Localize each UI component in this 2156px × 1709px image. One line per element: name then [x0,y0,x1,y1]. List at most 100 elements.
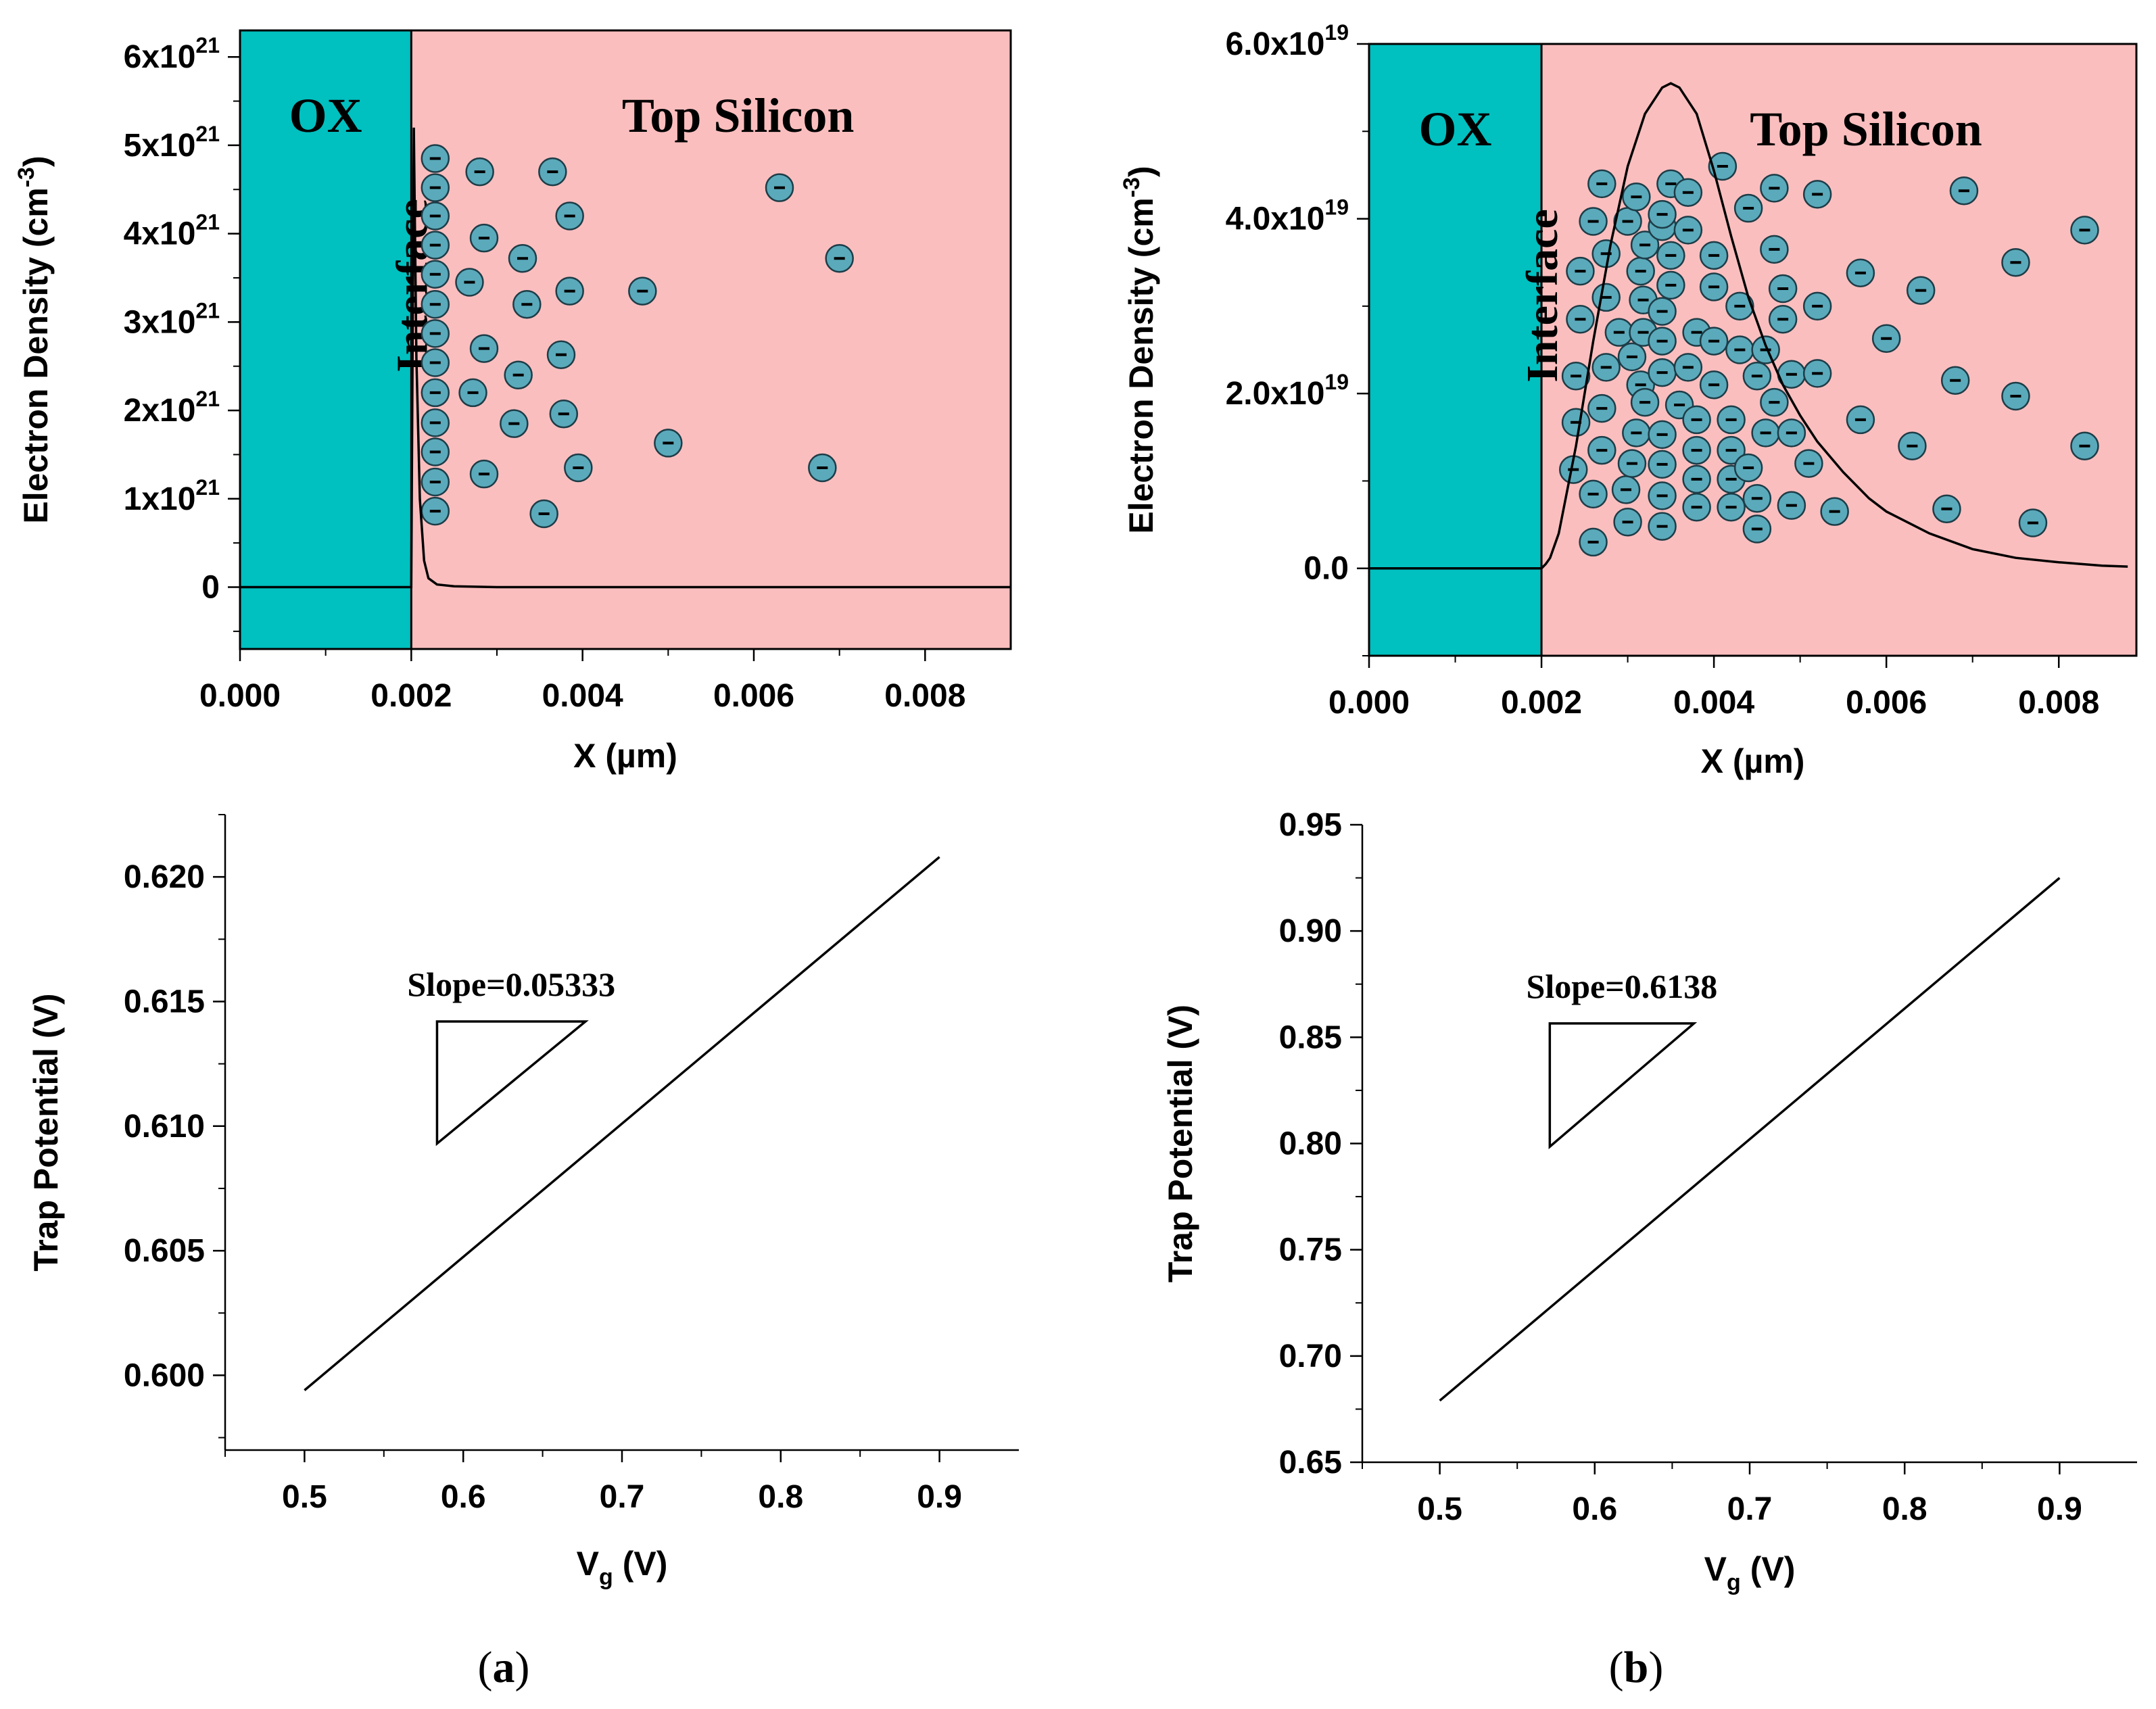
panel-label-a: (a) [478,1643,530,1692]
x-tick-label: 0.000 [199,678,281,714]
y-axis-label: Electron Density (cm-3) [1119,166,1160,533]
y-tick-label: 4x1021 [124,210,220,252]
electron-7 [1579,207,1608,236]
y-tick-label: 0.90 [1279,913,1342,949]
x-tick-label: 0.002 [370,678,452,714]
electron-14 [1604,318,1634,347]
electron-87 [1949,176,1979,206]
electron-53 [1708,151,1738,181]
electron-18 [1617,449,1647,478]
y-tick-label: 0.70 [1279,1339,1342,1374]
series-line-0 [304,856,940,1391]
y-tick-label: 0.65 [1279,1445,1342,1481]
y-tick-label: 0.75 [1279,1232,1342,1268]
x-tick-label: 0.004 [1673,685,1754,721]
electron-26 [500,409,529,438]
electron-8 [1587,169,1616,199]
electron-21 [469,334,499,363]
electron-5 [1579,527,1608,557]
x-tick-label: 0.9 [917,1479,962,1515]
electron-0 [421,144,450,173]
slope-triangle [1548,1022,1698,1150]
electron-32 [765,173,794,202]
electron-27 [1630,387,1660,417]
slope-label: Slope=0.05333 [407,965,615,1003]
electron-0 [1566,256,1595,286]
electron-72 [1777,491,1806,520]
slope-triangle [435,1020,589,1147]
electron-16 [555,201,584,231]
electron-49 [1699,272,1729,302]
y-tick-label: 0.615 [124,984,205,1019]
electron-75 [1794,449,1823,478]
electron-58 [1725,335,1754,364]
series-line-0 [240,127,1011,589]
y-tick-label: 6x1021 [124,33,220,75]
electron-67 [1760,174,1789,203]
y-tick-label: 2x1021 [124,387,220,429]
electron-64 [1742,362,1772,391]
electron-1 [421,173,450,202]
plot-frame [1368,43,2138,657]
electron-5 [421,289,450,319]
electron-52 [1699,327,1729,356]
electron-28 [564,453,593,483]
y-tick-label: 0 [201,570,220,606]
electron-11 [421,467,450,497]
electron-34 [808,453,837,483]
electron-83 [1898,431,1927,460]
electron-16 [1613,507,1642,537]
x-tick-label: 0.6 [441,1479,486,1515]
electron-13 [465,157,494,187]
x-tick-label: 0.008 [884,678,965,714]
x-tick-label: 0.7 [1727,1491,1773,1527]
electron-63 [1742,484,1772,513]
electron-20 [555,276,584,306]
x-tick-label: 0.000 [1328,685,1410,721]
electron-25 [549,400,579,429]
electron-17 [508,243,537,273]
x-axis-label: X (µm) [1701,742,1805,780]
y-tick-label: 6.0x1019 [1226,20,1349,62]
electron-12 [421,496,450,526]
electron-66 [1751,335,1780,364]
electron-79 [1820,497,1849,526]
electron-15 [1611,475,1641,504]
y-tick-label: 0.85 [1279,1019,1342,1055]
electron-70 [1768,274,1798,304]
electron-2 [1561,362,1591,391]
electron-77 [1802,359,1832,388]
series-line-0 [1439,877,2061,1402]
x-tick-label: 0.7 [600,1479,645,1515]
chart-b-top: OX Top Silicon Interface 0.000 0.002 0.004 0.0… [1119,20,2138,780]
chart-a-bottom: Slope=0.05333 0.5 0.6 0.7 0.8 0.9 0.600 0.605 0.… [27,814,1019,1590]
x-tick-label: 0.002 [1501,685,1582,721]
x-tick-label: 0.6 [1572,1491,1617,1527]
chart-b-bottom: Slope=0.6138 0.5 0.6 0.7 0.8 0.9 0.65 0.70 0.75 0… [1161,807,2137,1595]
electron-43 [1673,216,1703,245]
region-oxide [1369,44,1542,656]
electron-86 [1940,366,1970,395]
y-tick-label: 2.0x1019 [1226,370,1349,412]
electron-51 [1699,370,1729,400]
electron-80 [1846,258,1875,287]
electron-12 [1591,283,1621,312]
electron-60 [1733,193,1763,223]
x-tick-label: 0.8 [1882,1491,1927,1527]
electron-30 [1648,450,1677,479]
electron-92 [2070,431,2099,460]
electron-9 [421,408,450,437]
electron-41 [1673,353,1703,382]
electron-90 [2018,508,2048,537]
electron-57 [1717,405,1746,435]
electron-15 [469,223,499,253]
electron-65 [1751,418,1780,448]
electron-32 [1648,358,1677,387]
electron-82 [1871,324,1901,353]
electron-56 [1717,435,1746,465]
electron-10 [421,437,450,466]
y-axis-label: Trap Potential (V) [1161,1005,1199,1282]
region-silicon [411,30,1011,649]
region-label-top-silicon: Top Silicon [1750,102,1982,156]
